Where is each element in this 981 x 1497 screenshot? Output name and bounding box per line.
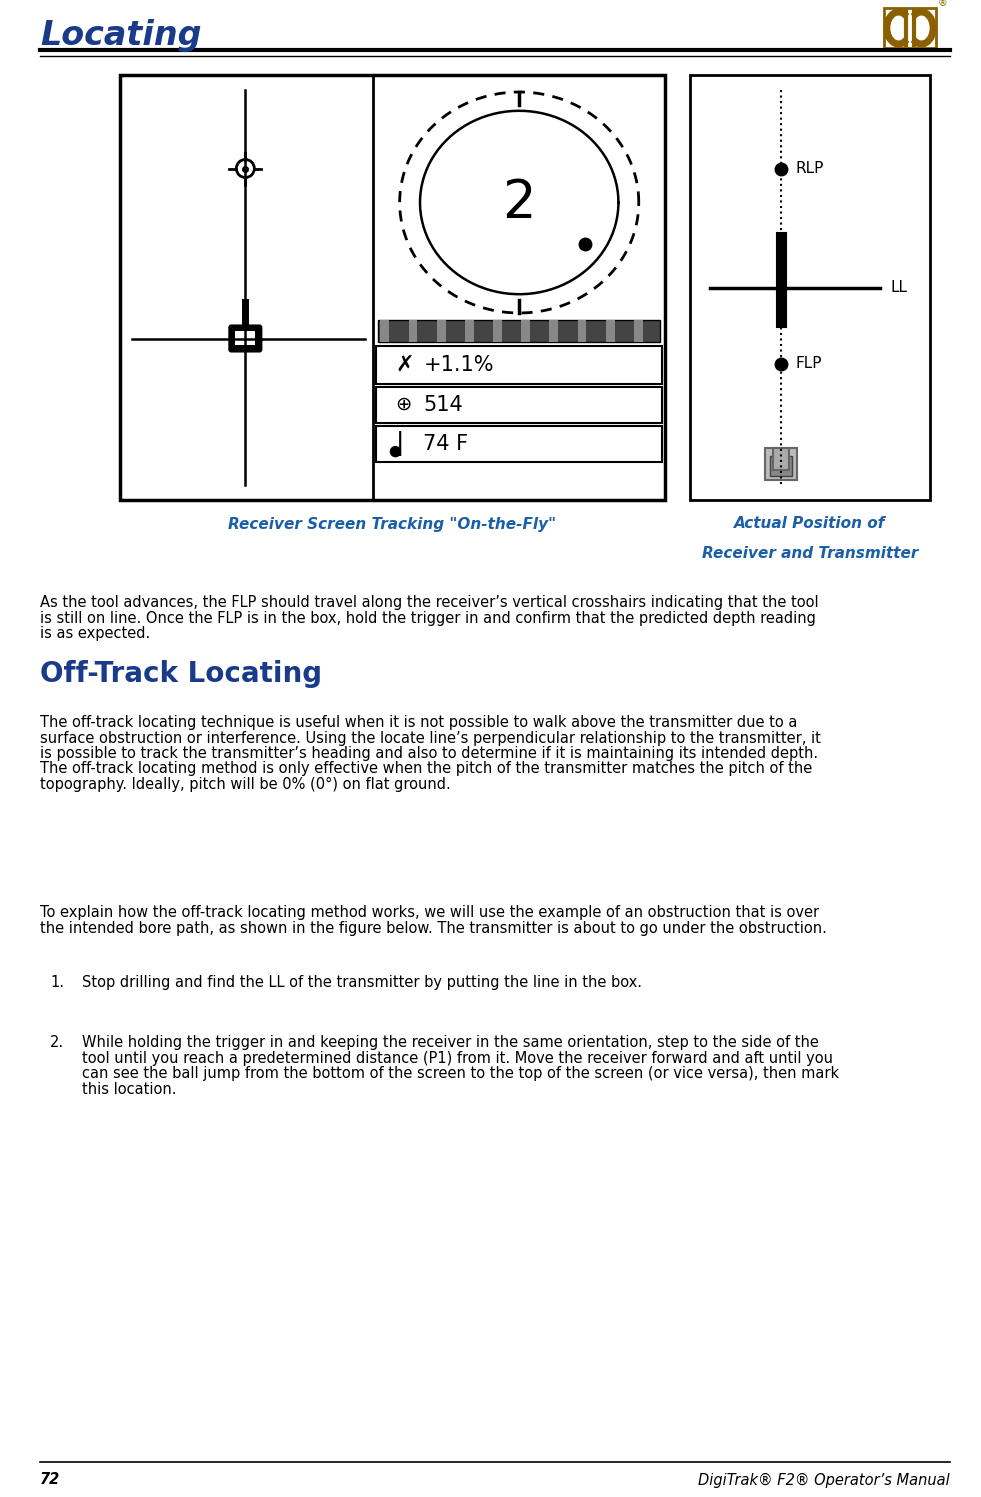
Text: 2: 2 (502, 177, 536, 229)
Text: The off-track locating method is only effective when the pitch of the transmitte: The off-track locating method is only ef… (40, 762, 812, 777)
Bar (465, 320, 474, 341)
Text: Stop drilling and find the LL of the transmitter by putting the line in the box.: Stop drilling and find the LL of the tra… (82, 975, 642, 990)
Bar (770, 457, 793, 476)
Bar (605, 320, 614, 341)
FancyBboxPatch shape (230, 325, 261, 352)
Bar (379, 320, 660, 341)
Text: +1.1%: +1.1% (424, 355, 493, 374)
Text: topography. Ideally, pitch will be 0% (0°) on flat ground.: topography. Ideally, pitch will be 0% (0… (40, 777, 450, 792)
Text: To explain how the off-track locating method works, we will use the example of a: To explain how the off-track locating me… (40, 906, 819, 921)
Bar (437, 320, 445, 341)
Text: While holding the trigger in and keeping the receiver in the same orientation, s: While holding the trigger in and keeping… (82, 1034, 819, 1049)
Text: DigiTrak® F2® Operator’s Manual: DigiTrak® F2® Operator’s Manual (698, 1473, 950, 1488)
Text: Actual Position of: Actual Position of (735, 515, 886, 530)
Text: As the tool advances, the FLP should travel along the receiver’s vertical crossh: As the tool advances, the FLP should tra… (40, 594, 818, 609)
Bar (578, 320, 587, 341)
Bar (773, 448, 789, 470)
Bar (884, 7, 936, 48)
Bar (493, 320, 502, 341)
Bar (120, 75, 665, 500)
Text: this location.: this location. (82, 1081, 177, 1096)
Text: surface obstruction or interference. Using the locate line’s perpendicular relat: surface obstruction or interference. Usi… (40, 731, 821, 746)
Text: 2.: 2. (50, 1034, 64, 1049)
Bar (381, 320, 389, 341)
Text: is as expected.: is as expected. (40, 626, 150, 641)
Text: LL: LL (890, 280, 907, 295)
Bar (377, 425, 662, 461)
Bar (634, 320, 643, 341)
Text: is possible to track the transmitter’s heading and also to determine if it is ma: is possible to track the transmitter’s h… (40, 746, 818, 760)
Text: tool until you reach a predetermined distance (P1) from it. Move the receiver fo: tool until you reach a predetermined dis… (82, 1051, 833, 1066)
Text: Locating: Locating (40, 18, 201, 51)
Bar (408, 320, 418, 341)
Text: RLP: RLP (796, 162, 824, 177)
Bar (690, 75, 930, 500)
Bar (377, 346, 662, 383)
Text: The off-track locating technique is useful when it is not possible to walk above: The off-track locating technique is usef… (40, 716, 798, 731)
Text: Receiver and Transmitter: Receiver and Transmitter (701, 546, 918, 561)
Bar (549, 320, 558, 341)
Bar (377, 386, 662, 422)
Bar (521, 320, 530, 341)
Text: 1.: 1. (50, 975, 64, 990)
Text: |: | (395, 431, 404, 457)
Text: ⊕: ⊕ (395, 395, 412, 415)
Text: 72: 72 (40, 1473, 60, 1488)
Text: ✗: ✗ (395, 355, 414, 374)
Text: FLP: FLP (796, 356, 822, 371)
Circle shape (390, 446, 400, 457)
Text: Off-Track Locating: Off-Track Locating (40, 660, 322, 689)
Polygon shape (420, 111, 618, 295)
Text: is still on line. Once the FLP is in the box, hold the trigger in and confirm th: is still on line. Once the FLP is in the… (40, 611, 816, 626)
Bar (235, 331, 255, 344)
Bar (765, 448, 798, 481)
Text: 514: 514 (424, 395, 463, 415)
Text: 74 F: 74 F (424, 434, 469, 454)
Text: ®: ® (938, 0, 948, 7)
Text: can see the ball jump from the bottom of the screen to the top of the screen (or: can see the ball jump from the bottom of… (82, 1066, 839, 1081)
Text: the intended bore path, as shown in the figure below. The transmitter is about t: the intended bore path, as shown in the … (40, 921, 827, 936)
Text: Receiver Screen Tracking "On-the-Fly": Receiver Screen Tracking "On-the-Fly" (229, 518, 556, 533)
